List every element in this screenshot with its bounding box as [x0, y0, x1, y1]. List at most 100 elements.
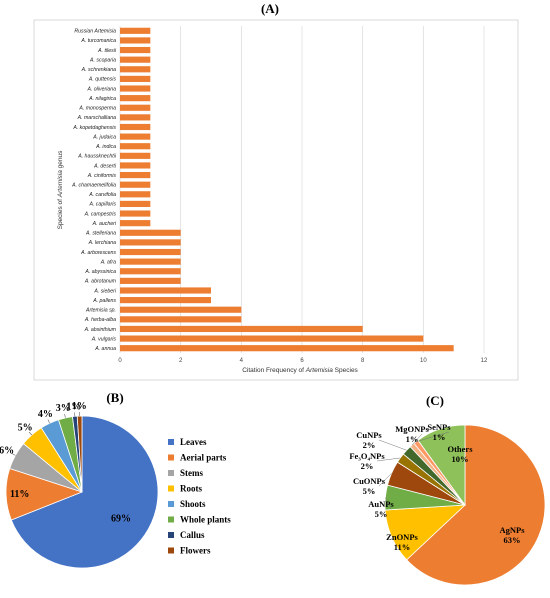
- bar: [120, 200, 151, 208]
- legend-swatch: [168, 501, 174, 507]
- category-label: A. oliveriana: [86, 86, 116, 92]
- category-label: A. campestris: [84, 211, 117, 217]
- category-label: A. herba-alba: [84, 317, 116, 323]
- legend-label: Shoots: [180, 499, 206, 509]
- legend-label: Aerial parts: [180, 453, 227, 463]
- pie-slice: [417, 424, 466, 507]
- leader-line: [415, 431, 450, 443]
- bar: [120, 123, 151, 131]
- slice-percent-label: 11%: [10, 489, 29, 500]
- slice-percent-label: 2%: [363, 440, 376, 450]
- panel-c-pie: AgNPs63%ZnONPs11%AuNPs5%CuONPs5%Fe₃O₄NPs…: [349, 422, 546, 586]
- panel-a-x-axis-title: Citation Frequency of Artemisia Species: [242, 367, 358, 374]
- legend-swatch: [168, 547, 174, 554]
- category-label: A. sieberi: [93, 288, 116, 294]
- panel-a-gridlines: [119, 26, 485, 353]
- slice-name-label: MgONPs: [395, 424, 429, 434]
- pie-slice: [406, 424, 546, 586]
- leader-line: [11, 453, 16, 456]
- bar: [120, 162, 151, 169]
- panel-a-tick-labels: 0 2 4 6 8 10 12: [118, 358, 488, 364]
- bar: [120, 171, 151, 179]
- category-label: A. capillaris: [88, 202, 116, 208]
- category-label: A. schrenkiana: [81, 67, 116, 73]
- category-label: A. abrotanum: [84, 279, 117, 285]
- panel-a-frame: [33, 19, 519, 381]
- category-label: A. indica: [95, 144, 116, 150]
- category-label: A. carvifolia: [88, 192, 116, 198]
- slice-percent-label: 5%: [363, 486, 376, 496]
- category-label: A. monosperma: [78, 106, 116, 112]
- slice-name-label: SeNPs: [427, 422, 451, 432]
- x-tick-label: 12: [481, 358, 488, 364]
- leader-line: [411, 433, 423, 446]
- category-label: A. quttensis: [88, 77, 117, 83]
- bar: [120, 345, 454, 352]
- category-label: A. kopetdaghensis: [72, 125, 116, 131]
- bar: [120, 220, 151, 227]
- bar: [120, 114, 151, 121]
- bar: [120, 191, 151, 198]
- slice-percent-label: 63%: [504, 535, 521, 545]
- category-label: A. pallens: [92, 298, 116, 304]
- category-label: A. annua: [94, 346, 116, 352]
- x-tick-label: 8: [361, 358, 365, 364]
- slice-name-label: Others: [447, 444, 473, 454]
- legend-swatch: [168, 485, 174, 492]
- category-label: A. abyssinica: [84, 269, 116, 275]
- slice-percent-label: 2%: [361, 461, 374, 471]
- panel-a-y-axis-title: Species of Artemisia genus: [57, 150, 64, 230]
- category-label: A. marschalliana: [77, 115, 116, 121]
- leader-line: [47, 419, 50, 424]
- legend-label: Leaves: [180, 437, 207, 447]
- legend-swatch: [168, 532, 174, 538]
- legend-swatch: [168, 439, 174, 445]
- category-label: A. stelleriana: [85, 231, 116, 237]
- bar: [120, 46, 151, 54]
- panel-a-title: (A): [261, 1, 279, 16]
- bar: [120, 277, 181, 284]
- slice-percent-label: 5%: [375, 509, 388, 519]
- bar: [120, 143, 151, 150]
- slice-percent-label: 11%: [394, 542, 411, 552]
- slice-name-label: CuONPs: [353, 476, 386, 486]
- slice-percent-label: 1%: [406, 434, 419, 444]
- x-tick-label: 2: [179, 358, 183, 364]
- leader-line: [376, 457, 401, 462]
- legend-label: Roots: [180, 484, 202, 494]
- category-label: A. absinthium: [84, 327, 117, 333]
- slice-percent-label: 4%: [38, 409, 53, 420]
- slice-name-label: AuNPs: [368, 499, 394, 509]
- legend-label: Stems: [180, 468, 203, 478]
- category-label: A. judaica: [92, 134, 116, 140]
- category-label: A. aucheri: [92, 221, 117, 227]
- bar: [120, 248, 181, 256]
- bar: [120, 104, 151, 111]
- bar: [120, 56, 151, 63]
- slice-percent-label: 3%: [56, 403, 71, 414]
- bar: [120, 258, 181, 265]
- legend-label: Callus: [180, 530, 205, 540]
- panel-a-category-labels: Russian Artemisia A. turcomanica A. tilesi…: [71, 29, 117, 352]
- legend-swatch: [168, 470, 174, 476]
- bar: [120, 27, 151, 34]
- slice-percent-label: 1%: [433, 432, 446, 442]
- x-tick-label: 0: [118, 358, 122, 364]
- category-label: A. chamaemelifolia: [71, 182, 116, 188]
- bar: [120, 181, 151, 188]
- bar: [120, 268, 181, 275]
- category-label: A. nilagirica: [88, 96, 116, 102]
- panel-b-legend: Leaves Aerial parts Stems Roots Shoots Whole …: [168, 437, 231, 556]
- legend-swatch: [168, 516, 174, 523]
- bar: [120, 95, 151, 102]
- category-label: Russian Artemisia: [74, 29, 116, 35]
- leader-line: [28, 431, 32, 436]
- bar: [120, 335, 424, 342]
- legend-label: Flowers: [180, 546, 211, 556]
- slice-percent-label: 5%: [18, 422, 33, 433]
- bar: [120, 325, 363, 333]
- panel-c-title: (C): [426, 393, 444, 408]
- x-tick-label: 10: [420, 358, 427, 364]
- bar: [120, 66, 151, 73]
